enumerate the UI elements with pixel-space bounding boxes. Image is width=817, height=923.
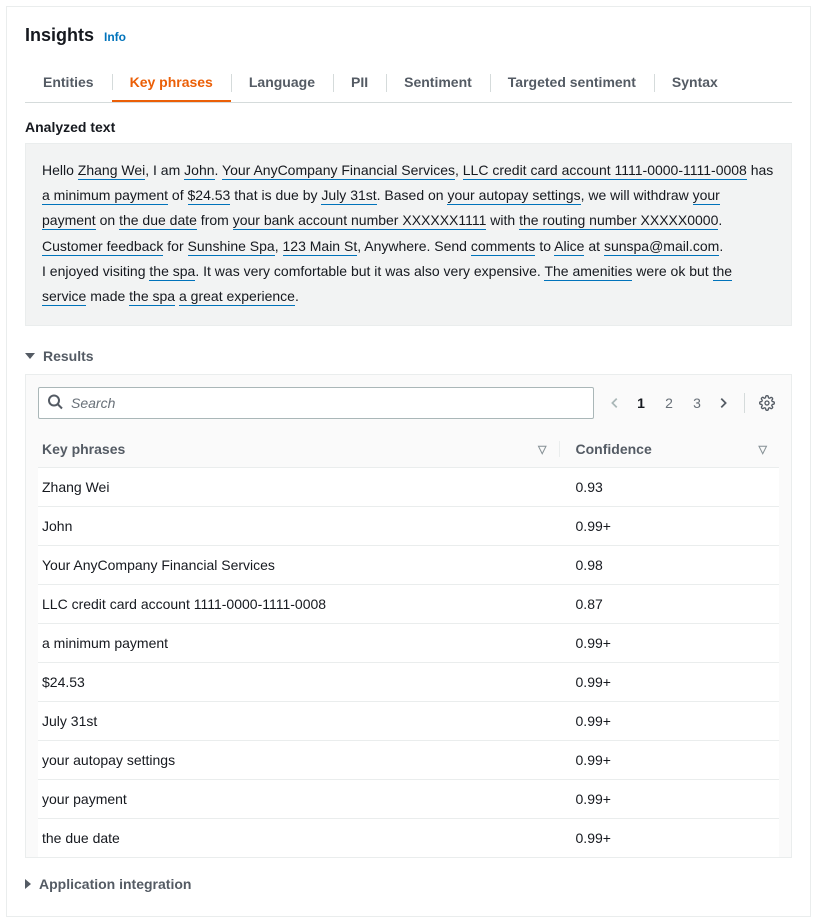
- key-phrase-highlight: Customer feedback: [42, 238, 163, 256]
- cell-keyphrase: LLC credit card account 1111-0000-1111-0…: [38, 585, 572, 624]
- tab-sentiment[interactable]: Sentiment: [386, 64, 490, 102]
- tab-pii[interactable]: PII: [333, 64, 386, 102]
- analyzed-text-box: Hello Zhang Wei, I am John. Your AnyComp…: [25, 143, 792, 326]
- cell-confidence: 0.99+: [572, 780, 779, 819]
- application-integration-label: Application integration: [39, 876, 191, 892]
- cell-keyphrase: the due date: [38, 819, 572, 858]
- results-table: Key phrases ▽ Confidence ▽ Zhang Wei0.93…: [38, 431, 779, 857]
- cell-keyphrase: a minimum payment: [38, 624, 572, 663]
- results-label: Results: [43, 348, 94, 364]
- table-row: a minimum payment0.99+: [38, 624, 779, 663]
- tabs-bar: EntitiesKey phrasesLanguagePIISentimentT…: [25, 64, 792, 103]
- cell-confidence: 0.99+: [572, 624, 779, 663]
- col-header-confidence[interactable]: Confidence: [576, 441, 652, 457]
- cell-confidence: 0.87: [572, 585, 779, 624]
- chevron-right-icon: [25, 879, 31, 889]
- key-phrase-highlight: Sunshine Spa: [188, 238, 275, 256]
- key-phrase-highlight: the spa: [129, 288, 175, 306]
- results-panel: 123 Key phrases ▽: [25, 374, 792, 858]
- key-phrase-highlight: the spa: [149, 263, 195, 281]
- key-phrase-highlight: your bank account number XXXXXX1111: [233, 212, 487, 230]
- cell-keyphrase: your autopay settings: [38, 741, 572, 780]
- col-header-keyphrases[interactable]: Key phrases: [42, 441, 125, 457]
- cell-keyphrase: John: [38, 507, 572, 546]
- cell-confidence: 0.99+: [572, 663, 779, 702]
- page-title: Insights: [25, 25, 94, 46]
- gear-icon[interactable]: [759, 395, 779, 411]
- tab-language[interactable]: Language: [231, 64, 333, 102]
- table-row: $24.530.99+: [38, 663, 779, 702]
- tab-entities[interactable]: Entities: [25, 64, 112, 102]
- page-1[interactable]: 1: [632, 395, 650, 411]
- key-phrase-highlight: Your AnyCompany Financial Services: [222, 162, 455, 180]
- cell-confidence: 0.99+: [572, 741, 779, 780]
- cell-confidence: 0.93: [572, 468, 779, 507]
- cell-confidence: 0.99+: [572, 702, 779, 741]
- search-input[interactable]: [38, 387, 594, 419]
- cell-keyphrase: your payment: [38, 780, 572, 819]
- results-toolbar: 123: [38, 387, 779, 419]
- key-phrase-highlight: LLC credit card account 1111-0000-1111-0…: [463, 162, 747, 180]
- key-phrase-highlight: The amenities: [544, 263, 632, 281]
- panel-header: Insights Info: [25, 25, 792, 46]
- table-row: John0.99+: [38, 507, 779, 546]
- pagination: 123: [608, 395, 730, 411]
- key-phrase-highlight: Zhang Wei: [78, 162, 145, 180]
- page-3[interactable]: 3: [688, 395, 706, 411]
- key-phrase-highlight: comments: [471, 238, 536, 256]
- info-link[interactable]: Info: [104, 30, 126, 44]
- next-page-button[interactable]: [716, 396, 730, 410]
- cell-confidence: 0.98: [572, 546, 779, 585]
- table-row: July 31st0.99+: [38, 702, 779, 741]
- tab-syntax[interactable]: Syntax: [654, 64, 736, 102]
- key-phrase-highlight: a great experience: [179, 288, 295, 306]
- key-phrase-highlight: July 31st: [321, 187, 376, 205]
- key-phrase-highlight: your autopay settings: [447, 187, 580, 205]
- key-phrase-highlight: a minimum payment: [42, 187, 168, 205]
- table-row: LLC credit card account 1111-0000-1111-0…: [38, 585, 779, 624]
- analyzed-text-label: Analyzed text: [25, 119, 792, 135]
- sort-icon[interactable]: ▽: [759, 443, 767, 456]
- table-row: your payment0.99+: [38, 780, 779, 819]
- table-row: your autopay settings0.99+: [38, 741, 779, 780]
- chevron-down-icon: [25, 353, 35, 359]
- key-phrase-highlight: sunspa@mail.com: [604, 238, 719, 256]
- key-phrase-highlight: John: [184, 162, 214, 180]
- tab-targeted-sentiment[interactable]: Targeted sentiment: [490, 64, 654, 102]
- key-phrase-highlight: Alice: [554, 238, 584, 256]
- cell-keyphrase: July 31st: [38, 702, 572, 741]
- key-phrase-highlight: $24.53: [188, 187, 231, 205]
- results-toggle[interactable]: Results: [25, 348, 792, 364]
- cell-keyphrase: Zhang Wei: [38, 468, 572, 507]
- cell-confidence: 0.99+: [572, 819, 779, 858]
- table-row: the due date0.99+: [38, 819, 779, 858]
- key-phrase-highlight: the due date: [119, 212, 197, 230]
- key-phrase-highlight: the routing number XXXXX0000: [519, 212, 718, 230]
- cell-keyphrase: $24.53: [38, 663, 572, 702]
- tab-key-phrases[interactable]: Key phrases: [112, 64, 231, 102]
- cell-confidence: 0.99+: [572, 507, 779, 546]
- cell-keyphrase: Your AnyCompany Financial Services: [38, 546, 572, 585]
- table-row: Your AnyCompany Financial Services0.98: [38, 546, 779, 585]
- key-phrase-highlight: 123 Main St: [283, 238, 358, 256]
- page-2[interactable]: 2: [660, 395, 678, 411]
- search-wrap: [38, 387, 594, 419]
- prev-page-button[interactable]: [608, 396, 622, 410]
- sort-icon[interactable]: ▽: [538, 443, 546, 456]
- table-row: Zhang Wei0.93: [38, 468, 779, 507]
- application-integration-toggle[interactable]: Application integration: [25, 876, 792, 892]
- divider: [744, 393, 745, 413]
- insights-panel: Insights Info EntitiesKey phrasesLanguag…: [6, 6, 811, 917]
